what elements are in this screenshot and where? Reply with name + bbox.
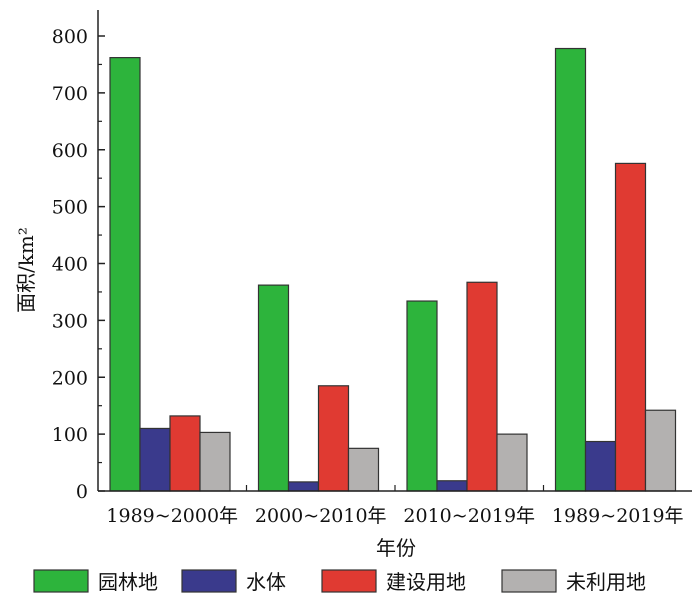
bar-2-1 (257, 284, 290, 492)
legend-label-4: 未利用地 (566, 570, 646, 594)
bar-1-2 (139, 427, 171, 492)
y-tick-label-700: 700 (52, 83, 88, 105)
bar-1-4 (199, 431, 231, 492)
y-tick-label-800: 800 (52, 26, 88, 48)
x-axis: 1989~2000年 2000~2010年 2010~2019年 1989~2019年 (98, 485, 692, 527)
y-tick-label-600: 600 (52, 140, 88, 162)
legend-label-3: 建设用地 (386, 570, 466, 594)
legend-label-1: 园林地 (98, 570, 158, 594)
bar-1-1 (109, 57, 141, 492)
bar-2-4 (347, 447, 380, 492)
y-tick-label-400: 400 (52, 254, 88, 276)
y-tick-label-200: 200 (52, 367, 88, 389)
y-tick-label-100: 100 (52, 424, 88, 446)
legend-swatch-3 (321, 569, 377, 593)
legend-swatch-4 (501, 569, 557, 593)
bar-4-2 (584, 440, 617, 492)
x-tick-label-3: 2010~2019年 (403, 505, 535, 527)
bar-3-3 (466, 281, 498, 492)
legend-label-2: 水体 (246, 570, 286, 594)
y-tick-label-300: 300 (52, 310, 88, 332)
x-tick-label-4: 1989~2019年 (552, 505, 684, 527)
legend-swatch-2 (181, 569, 237, 593)
bar-1-3 (169, 415, 201, 492)
legend-swatch-1 (33, 569, 89, 593)
x-tick-label-2: 2000~2010年 (255, 505, 387, 527)
y-tick-label-0: 0 (76, 481, 88, 503)
bar-4-1 (554, 47, 587, 492)
bar-3-1 (406, 300, 438, 492)
bar-3-4 (496, 433, 528, 492)
bar-2-2 (287, 481, 320, 492)
bar-4-3 (614, 162, 647, 492)
legend: 园林地 水体 建设用地 未利用地 (33, 569, 646, 594)
y-axis-title: 面积/km² (14, 227, 38, 313)
bars-group (109, 47, 677, 492)
x-tick-label-1: 1989~2000年 (106, 505, 238, 527)
y-tick-label-500: 500 (52, 197, 88, 219)
y-axis: 0 100 200 300 400 500 600 700 800 (52, 10, 105, 503)
bar-2-3 (317, 385, 350, 492)
bar-3-2 (436, 480, 468, 492)
bar-4-4 (644, 409, 677, 492)
x-axis-title: 年份 (376, 536, 416, 560)
